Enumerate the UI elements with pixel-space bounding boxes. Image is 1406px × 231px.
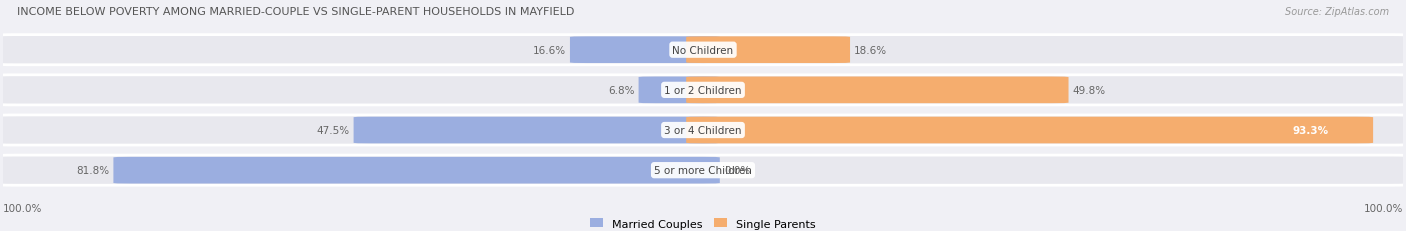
Text: 49.8%: 49.8% xyxy=(1073,85,1107,95)
FancyBboxPatch shape xyxy=(686,77,1069,104)
Text: Source: ZipAtlas.com: Source: ZipAtlas.com xyxy=(1285,7,1389,17)
FancyBboxPatch shape xyxy=(0,76,1406,106)
Text: INCOME BELOW POVERTY AMONG MARRIED-COUPLE VS SINGLE-PARENT HOUSEHOLDS IN MAYFIEL: INCOME BELOW POVERTY AMONG MARRIED-COUPL… xyxy=(17,7,574,17)
Text: No Children: No Children xyxy=(672,46,734,55)
FancyBboxPatch shape xyxy=(686,117,1374,144)
Text: 100.0%: 100.0% xyxy=(1364,204,1403,213)
FancyBboxPatch shape xyxy=(353,117,720,144)
FancyBboxPatch shape xyxy=(569,37,720,64)
Text: 0.0%: 0.0% xyxy=(724,165,751,175)
Text: 18.6%: 18.6% xyxy=(855,46,887,55)
Text: 81.8%: 81.8% xyxy=(76,165,110,175)
Text: 3 or 4 Children: 3 or 4 Children xyxy=(664,125,742,135)
Text: 5 or more Children: 5 or more Children xyxy=(654,165,752,175)
Text: 47.5%: 47.5% xyxy=(316,125,349,135)
FancyBboxPatch shape xyxy=(0,155,1406,185)
FancyBboxPatch shape xyxy=(0,116,1406,146)
FancyBboxPatch shape xyxy=(114,157,720,184)
Text: 93.3%: 93.3% xyxy=(1292,125,1329,135)
Text: 1 or 2 Children: 1 or 2 Children xyxy=(664,85,742,95)
Text: 100.0%: 100.0% xyxy=(3,204,42,213)
Text: 6.8%: 6.8% xyxy=(607,85,634,95)
Legend: Married Couples, Single Parents: Married Couples, Single Parents xyxy=(591,218,815,229)
FancyBboxPatch shape xyxy=(638,77,720,104)
Text: 16.6%: 16.6% xyxy=(533,46,565,55)
FancyBboxPatch shape xyxy=(0,36,1406,65)
FancyBboxPatch shape xyxy=(686,37,851,64)
